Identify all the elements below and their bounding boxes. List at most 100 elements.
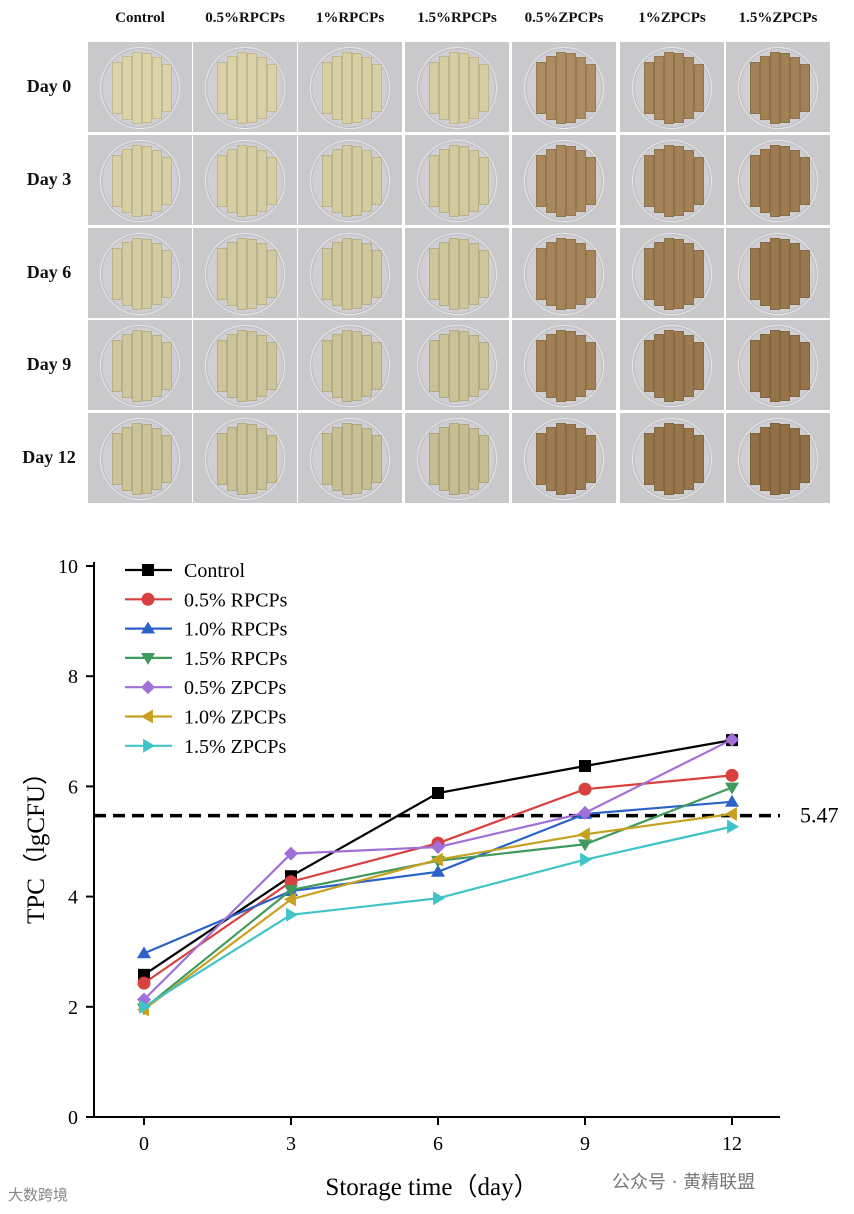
noodle-strip: [780, 53, 790, 123]
data-point: [578, 827, 590, 842]
noodle-strip: [536, 155, 546, 207]
noodle-strip: [566, 53, 576, 123]
noodle-strip: [162, 64, 172, 112]
data-point: [725, 782, 739, 795]
sample-photo: [298, 320, 402, 410]
noodle-strip: [257, 150, 267, 212]
noodle-strip: [352, 239, 362, 309]
legend-marker: [141, 592, 155, 606]
column-header: 1.5%ZPCPs: [738, 10, 818, 26]
noodle-strip: [790, 243, 800, 305]
noodle-strip: [237, 145, 247, 217]
noodle-strip: [247, 239, 257, 309]
noodle-strip: [800, 250, 810, 298]
series-line: [143, 812, 733, 1011]
noodle-strip: [790, 335, 800, 397]
noodle-strip: [664, 330, 674, 402]
noodle-strip: [162, 435, 172, 483]
noodle-strip: [112, 155, 122, 207]
noodle-strip: [760, 242, 770, 306]
noodle-strip: [322, 340, 332, 392]
series-1-5-zpcps: [143, 825, 733, 1008]
noodle-strip: [152, 150, 162, 212]
noodle-strip: [684, 150, 694, 212]
data-point: [725, 794, 739, 807]
noodle-strip: [760, 427, 770, 491]
data-point: [431, 852, 443, 867]
column-header: 0.5%RPCPs: [205, 10, 285, 26]
noodle-strip: [750, 433, 760, 485]
noodle-strip: [217, 62, 227, 114]
legend-marker: [143, 738, 155, 753]
noodle-strip: [352, 146, 362, 216]
noodle-strip: [267, 64, 277, 112]
noodle-strip: [586, 64, 596, 112]
noodle-strip: [257, 243, 267, 305]
noodle-strip: [546, 427, 556, 491]
noodle-strip: [459, 424, 469, 494]
column-header: 1%ZPCPs: [638, 10, 706, 26]
noodle-strip: [142, 53, 152, 123]
noodle-strip: [684, 243, 694, 305]
noodle-strip: [546, 242, 556, 306]
noodle-strip: [267, 342, 277, 390]
noodle-strip: [439, 334, 449, 398]
legend-label: 1.0% ZPCPs: [184, 707, 286, 729]
noodle-strip: [449, 423, 459, 495]
noodle-strip: [122, 427, 132, 491]
row-header: Day 0: [26, 76, 72, 96]
noodle-strip: [227, 56, 237, 120]
data-point: [284, 875, 298, 889]
noodle-strip: [132, 423, 142, 495]
x-tick-label: 9: [580, 1133, 590, 1155]
legend-marker: [141, 621, 155, 634]
y-tick-label: 0: [68, 1107, 78, 1129]
noodle-strip: [257, 57, 267, 119]
noodle-strip: [654, 427, 664, 491]
noodle-strip: [429, 340, 439, 392]
noodle-strip: [459, 331, 469, 401]
series-line: [143, 786, 733, 1010]
noodle-strip: [556, 423, 566, 495]
noodle-strip: [556, 52, 566, 124]
noodle-strip: [352, 53, 362, 123]
noodle-strip: [566, 424, 576, 494]
noodle-strip: [674, 53, 684, 123]
noodle-strip: [654, 149, 664, 213]
column-header: 0.5%ZPCPs: [524, 10, 604, 26]
noodle-strip: [332, 56, 342, 120]
noodle-strip: [112, 248, 122, 300]
noodle-strip: [267, 157, 277, 205]
noodle-strip: [449, 330, 459, 402]
legend-marker: [141, 709, 153, 724]
noodle-strip: [162, 157, 172, 205]
noodle-strip: [586, 435, 596, 483]
noodle-strip: [459, 239, 469, 309]
noodle-strip: [459, 146, 469, 216]
noodle-strip: [439, 427, 449, 491]
sample-photo: [298, 228, 402, 318]
legend-label: 1.5% RPCPs: [184, 648, 288, 670]
noodle-strip: [267, 250, 277, 298]
legend-marker: [141, 680, 155, 695]
noodle-strip: [644, 248, 654, 300]
data-point: [578, 806, 592, 819]
noodle-strip: [664, 238, 674, 310]
noodle-strip: [586, 342, 596, 390]
noodle-strip: [556, 145, 566, 217]
noodle-strip: [332, 334, 342, 398]
noodle-strip: [770, 238, 780, 310]
noodle-strip: [257, 335, 267, 397]
noodle-strip: [362, 57, 372, 119]
noodle-strip: [684, 335, 694, 397]
noodle-strip: [362, 150, 372, 212]
noodle-strip: [332, 149, 342, 213]
noodle-strip: [352, 424, 362, 494]
data-point: [137, 1003, 151, 1016]
noodle-strip: [439, 149, 449, 213]
sample-photo: [88, 228, 192, 318]
series-line: [143, 825, 733, 1008]
noodle-strip: [237, 423, 247, 495]
watermark-right: 公众号 · 黄精联盟: [612, 1172, 756, 1193]
